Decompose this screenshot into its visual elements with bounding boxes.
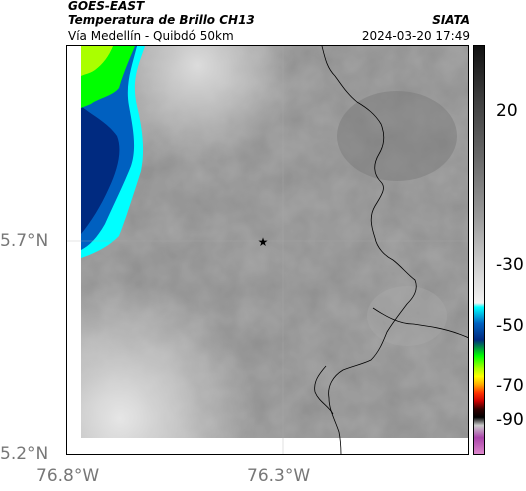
route-subtitle: Vía Medellín - Quibdó 50km	[68, 29, 234, 43]
colorbar-tick-20: 20	[496, 101, 518, 121]
cloud-dark-patch-east	[337, 91, 457, 181]
colorbar-tick-neg50: -50	[496, 316, 524, 336]
cold-cloud-yellowgreen	[81, 46, 113, 76]
y-tick-5-2n: 5.2°N	[0, 444, 49, 464]
colorbar	[473, 45, 485, 455]
colorbar-tick-neg30: -30	[496, 255, 524, 275]
map-canvas: ★	[67, 46, 468, 454]
colorbar-tick-neg90: -90	[496, 410, 524, 430]
product-title: Temperatura de Brillo CH13	[68, 13, 255, 27]
star-icon: ★	[258, 235, 269, 249]
cold-cloud-darkblue	[81, 106, 120, 234]
y-tick-5-7n: 5.7°N	[0, 231, 49, 251]
department-border	[321, 46, 417, 454]
x-tick-76-8w: 76.8°W	[36, 466, 100, 486]
colorbar-tick-neg70: -70	[496, 376, 524, 396]
cloud-light-patch-east	[367, 286, 447, 346]
department-border-south	[314, 365, 334, 415]
satellite-map: ★	[66, 45, 469, 455]
x-tick-76-3w: 76.3°W	[247, 466, 311, 486]
datetime-label: 2024-03-20 17:49	[361, 29, 470, 43]
department-border-east	[372, 307, 468, 338]
satellite-title: GOES-EAST	[68, 0, 145, 13]
agency-label: SIATA	[432, 13, 470, 27]
no-data-strip	[81, 438, 468, 454]
